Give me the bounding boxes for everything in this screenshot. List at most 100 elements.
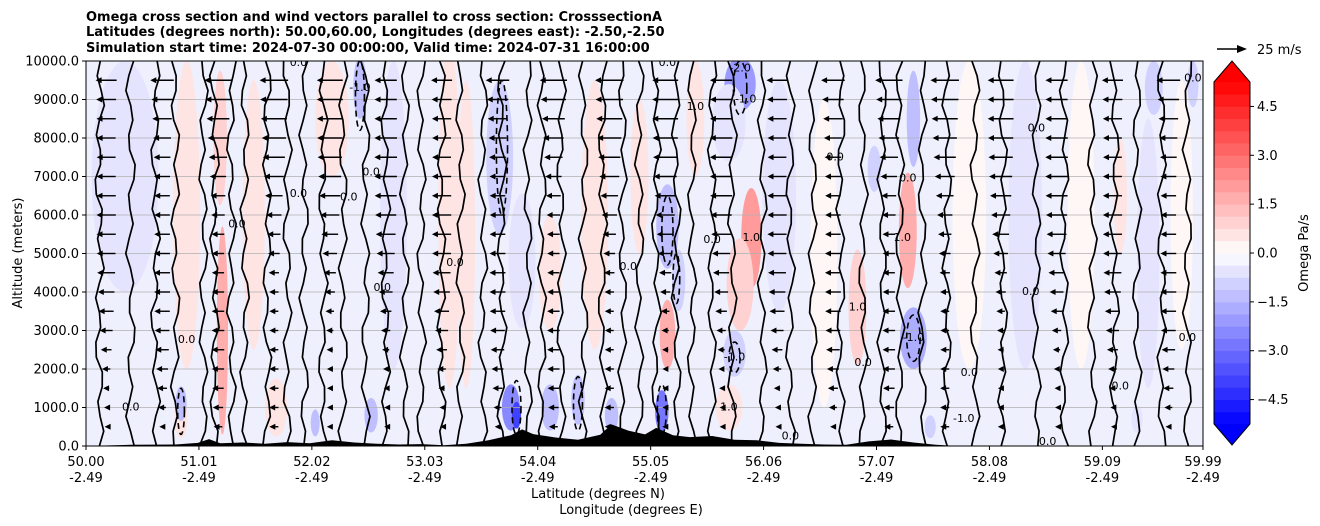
wind-vector-266 — [432, 173, 452, 180]
wind-vector-143 — [269, 289, 279, 295]
y-axis-ticks: 0.0 1000.0 2000.0 3000.0 4000.0 5000.0 6000.0 7… — [25, 55, 86, 455]
wind-vector-204 — [321, 231, 339, 238]
wind-vector-107 — [490, 327, 505, 334]
wind-vector-337 — [1045, 115, 1068, 122]
wind-vector-198 — [1103, 250, 1122, 257]
wind-vector-194 — [882, 250, 895, 257]
wind-vector-255 — [935, 192, 954, 199]
wind-vector-282 — [208, 154, 228, 161]
omega-cell-13 — [438, 61, 461, 389]
omega-cell-41 — [906, 70, 921, 167]
wind-vector-176 — [994, 269, 1007, 276]
wind-vector-317 — [1045, 135, 1068, 141]
wind-vector-54 — [883, 385, 895, 392]
wind-vector-242 — [210, 192, 226, 199]
colorbar-level-14 — [1214, 240, 1250, 254]
wind-vector-68 — [547, 366, 560, 372]
colorbar-level-6 — [1214, 338, 1250, 352]
contour-zero-42 — [969, 61, 981, 446]
wind-vector-18 — [1110, 423, 1117, 430]
wind-vector-335 — [931, 115, 958, 122]
wind-vector-172 — [768, 269, 786, 276]
wind-vector-58 — [1109, 385, 1116, 392]
wind-vector-374 — [875, 77, 903, 84]
wind-vector-248 — [545, 192, 561, 199]
wind-vector-290 — [653, 154, 678, 161]
x-tick-label-lat-10: 59.99 — [1184, 455, 1221, 470]
colorbar-outline — [1213, 60, 1251, 446]
wind-vector-10 — [662, 423, 669, 430]
wind-vector-12 — [775, 423, 782, 430]
wind-vector-190 — [657, 250, 673, 257]
omega-cell-43 — [924, 415, 936, 439]
wind-vector-25 — [384, 404, 391, 411]
contour-zero-15 — [398, 61, 410, 446]
x-tick-label-lat-1: 51.01 — [180, 455, 217, 470]
x-tick-label-lat-7: 57.07 — [858, 455, 895, 470]
wind-vector-35 — [940, 404, 950, 411]
wind-vector-178 — [1103, 269, 1122, 276]
wind-vector-216 — [992, 231, 1010, 238]
contour-negative-9 — [572, 375, 584, 432]
wind-vector-369 — [595, 77, 624, 84]
contour-label-8: 0.0 — [228, 218, 246, 231]
wind-vector-355 — [930, 96, 959, 103]
wind-vector-333 — [823, 115, 843, 122]
terrain — [86, 424, 1203, 446]
wind-vector-0 — [104, 423, 111, 430]
colorbar-level-10 — [1214, 289, 1250, 303]
wind-vector-124 — [325, 308, 334, 315]
contour-zero-50 — [1181, 61, 1193, 446]
x-tick-label-lat-2: 52.02 — [293, 455, 330, 470]
wind-vector-268 — [545, 173, 562, 180]
wind-vector-272 — [767, 173, 787, 180]
wind-vector-277 — [1045, 173, 1068, 180]
wind-vector-24 — [326, 404, 333, 411]
wind-vector-302 — [207, 135, 229, 141]
wind-vector-247 — [489, 192, 506, 199]
wind-vector-378 — [1101, 77, 1123, 84]
wind-vector-218 — [1102, 231, 1123, 238]
wind-vector-139 — [1160, 308, 1177, 315]
wind-vector-39 — [1164, 404, 1173, 411]
wind-vector-249 — [600, 192, 619, 199]
wind-vector-324 — [316, 115, 343, 122]
wind-vector-316 — [988, 135, 1014, 141]
wind-vector-295 — [933, 154, 956, 161]
contour-label-28: -1.0 — [349, 81, 370, 94]
colorbar-level-7 — [1214, 326, 1250, 339]
wind-vector-318 — [1103, 135, 1122, 141]
wind-vector-339 — [1158, 115, 1179, 122]
wind-vector-81 — [155, 346, 169, 353]
wind-vector-148 — [547, 289, 560, 295]
colorbar-level-16 — [1214, 216, 1250, 229]
wind-vector-237 — [1045, 212, 1068, 218]
wind-vector-303 — [261, 135, 286, 141]
wind-vector-133 — [825, 308, 841, 315]
colorbar-level-0 — [1214, 411, 1250, 425]
x-tick-label-lon-2: -2.49 — [295, 471, 329, 486]
wind-vector-191 — [712, 250, 731, 257]
colorbar-level-13 — [1214, 253, 1250, 266]
colorbar-level-27 — [1214, 82, 1250, 95]
contour-negative-6 — [728, 341, 741, 374]
omega-cell-51 — [1187, 61, 1199, 108]
contour-label-20: 0.0 — [374, 281, 392, 294]
wind-vector-161 — [154, 269, 171, 276]
wind-vector-99 — [1161, 346, 1176, 353]
x-tick-label-lat-0: 50.00 — [67, 455, 104, 470]
wind-vector-7 — [494, 423, 501, 430]
wind-vector-168 — [547, 269, 560, 276]
omega-cell-34 — [723, 330, 746, 377]
wind-vector-345 — [374, 96, 397, 103]
wind-vector-84 — [326, 346, 333, 353]
y-tick-label-3: 3000.0 — [34, 324, 80, 339]
contour-zero-33 — [756, 61, 768, 446]
wind-vector-56 — [997, 385, 1004, 392]
wind-vector-371 — [709, 77, 733, 84]
wind-vector-71 — [718, 366, 725, 372]
wind-vector-201 — [154, 231, 170, 238]
wind-vector-275 — [934, 173, 955, 180]
wind-vector-9 — [604, 423, 614, 430]
wind-vector-28 — [548, 404, 559, 411]
